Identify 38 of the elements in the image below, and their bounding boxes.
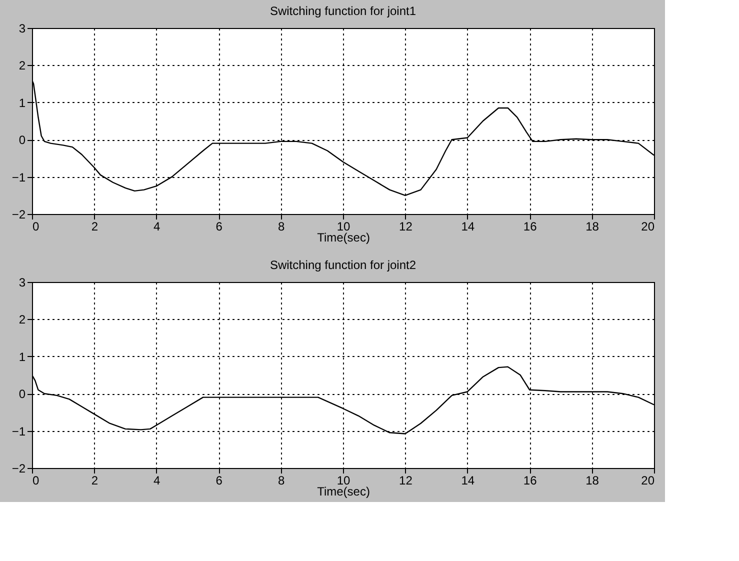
x-tick-label: 20 <box>641 220 655 234</box>
y-tick-label: 2 <box>18 58 26 73</box>
x-tick-label: 2 <box>91 220 98 234</box>
chart-title: Switching function for joint2 <box>270 258 416 272</box>
x-tick-label: 18 <box>586 474 600 488</box>
y-tick-label: 2 <box>18 312 26 327</box>
x-tick-label: 14 <box>461 220 475 234</box>
x-tick-label: 0 <box>32 220 40 234</box>
y-tick-label: 1 <box>18 96 26 110</box>
x-tick-label: 8 <box>278 220 285 234</box>
x-axis-title: Time(sec) <box>317 230 370 244</box>
y-tick-label: 1 <box>18 350 26 364</box>
x-tick-label: 2 <box>91 474 98 488</box>
x-tick-label: 12 <box>399 474 413 488</box>
y-tick-label: −1 <box>12 424 26 438</box>
x-tick-label: 10 <box>336 474 350 488</box>
x-tick-label: 14 <box>461 474 475 488</box>
y-tick-label: 3 <box>18 276 26 290</box>
y-tick-label: −2 <box>12 462 26 476</box>
x-tick-label: 12 <box>399 220 413 234</box>
y-tick-label: 0 <box>18 133 26 148</box>
y-tick-label: 0 <box>18 387 26 402</box>
y-tick-label: 3 <box>18 22 26 36</box>
x-tick-label: 18 <box>586 220 600 234</box>
x-tick-label: 0 <box>32 474 40 488</box>
x-axis-title: Time(sec) <box>317 484 370 498</box>
x-tick-label: 6 <box>216 474 223 488</box>
x-tick-label: 10 <box>336 220 350 234</box>
x-tick-label: 20 <box>641 474 655 488</box>
x-tick-label: 4 <box>154 474 161 488</box>
x-tick-label: 16 <box>523 220 538 234</box>
y-tick-label: −2 <box>12 208 26 222</box>
chart-title: Switching function for joint1 <box>270 4 416 18</box>
y-tick-label: −1 <box>12 170 26 184</box>
x-tick-label: 16 <box>523 474 538 488</box>
x-tick-label: 6 <box>216 220 223 234</box>
x-tick-label: 4 <box>154 220 161 234</box>
x-tick-label: 8 <box>278 474 285 488</box>
